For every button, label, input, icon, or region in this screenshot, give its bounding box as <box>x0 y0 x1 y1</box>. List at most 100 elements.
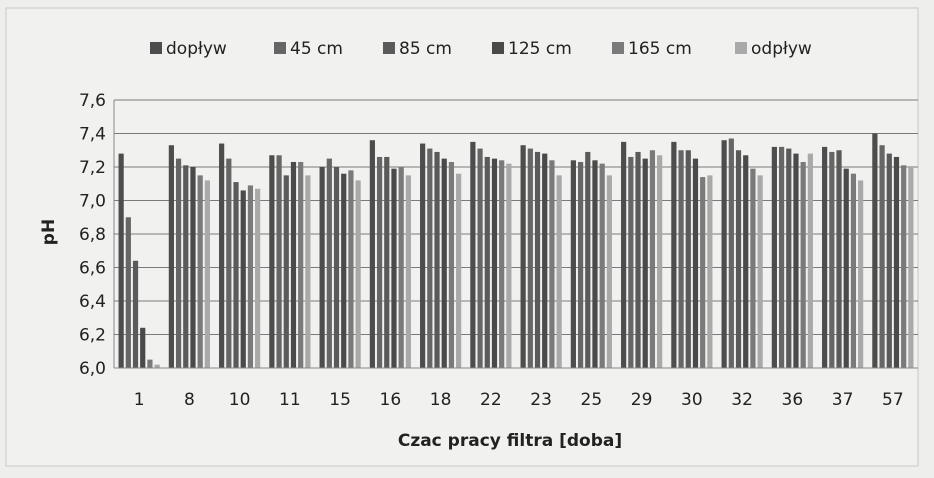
bar <box>778 146 785 368</box>
bar <box>692 158 699 368</box>
x-tick-label: 10 <box>229 390 251 410</box>
bar <box>850 173 857 368</box>
x-tick-label: 30 <box>681 390 703 410</box>
bar <box>470 141 476 368</box>
bar <box>678 150 684 368</box>
bar <box>707 175 713 368</box>
bar <box>391 168 397 368</box>
bar <box>491 158 498 368</box>
legend-label: 85 cm <box>399 39 452 59</box>
y-tick-label: 6,4 <box>79 292 106 312</box>
x-tick-label: 36 <box>782 390 804 410</box>
y-axis-title: pH <box>39 219 59 245</box>
bar <box>836 150 842 368</box>
bar <box>908 167 914 368</box>
bar <box>125 217 131 368</box>
bar <box>305 175 311 368</box>
x-axis-title: Czac pracy filtra [doba] <box>398 431 622 451</box>
x-tick-label: 32 <box>731 390 753 410</box>
bar <box>728 138 734 368</box>
legend-swatch <box>150 42 162 54</box>
bar <box>585 151 591 368</box>
bar <box>735 150 742 368</box>
legend-swatch <box>274 42 286 54</box>
bar <box>434 151 440 368</box>
bar <box>750 168 756 368</box>
bar <box>520 145 526 368</box>
bar <box>499 160 505 368</box>
bar <box>599 163 605 368</box>
bar <box>398 167 404 368</box>
bar <box>376 156 383 368</box>
bar <box>886 153 892 368</box>
bar <box>592 160 598 368</box>
x-tick-label: 23 <box>530 390 552 410</box>
bars <box>118 133 914 368</box>
x-tick-label: 16 <box>380 390 402 410</box>
bar <box>477 148 483 368</box>
y-tick-label: 6,8 <box>79 225 106 245</box>
bar <box>420 143 426 368</box>
x-tick-label: 37 <box>832 390 854 410</box>
x-tick-label: 8 <box>184 390 195 410</box>
bar <box>326 158 332 368</box>
y-tick-label: 7,0 <box>79 192 106 212</box>
x-tick-label: 22 <box>480 390 502 410</box>
bar <box>771 146 777 368</box>
bar <box>240 190 246 368</box>
y-tick-label: 6,2 <box>79 326 106 346</box>
bar <box>793 153 799 368</box>
bar <box>556 175 562 368</box>
bar <box>657 155 663 368</box>
y-tick-label: 6,0 <box>79 359 106 379</box>
bar <box>333 167 340 368</box>
bar <box>348 170 354 368</box>
y-axis: 6,0 6,2 6,4 6,6 6,8 7,0 7,2 7,4 7,6 <box>79 91 115 379</box>
bar <box>872 133 878 368</box>
bar <box>341 173 347 368</box>
bar <box>233 182 239 368</box>
bar <box>140 327 146 368</box>
bar <box>427 148 433 368</box>
bar <box>247 185 254 368</box>
bar <box>226 158 232 368</box>
bar <box>901 165 907 368</box>
bar <box>405 175 411 368</box>
x-tick-label: 15 <box>329 390 351 410</box>
x-tick-label: 11 <box>279 390 301 410</box>
y-tick-label: 7,6 <box>79 91 106 111</box>
legend-swatch <box>735 42 747 54</box>
bar <box>175 158 182 368</box>
bar <box>577 161 584 368</box>
bar <box>649 150 656 368</box>
bar <box>628 156 634 368</box>
x-tick-label: 1 <box>134 390 145 410</box>
bar <box>183 165 189 368</box>
bar <box>721 140 727 368</box>
legend-label: odpływ <box>751 39 812 59</box>
x-tick-label: 29 <box>631 390 653 410</box>
bar <box>204 180 210 368</box>
bar <box>700 177 706 368</box>
bar <box>276 155 282 368</box>
bar <box>843 168 849 368</box>
bar <box>441 158 447 368</box>
bar <box>456 173 462 368</box>
bar <box>298 161 304 368</box>
legend-label: 45 cm <box>290 39 343 59</box>
legend-swatch <box>383 42 395 54</box>
bar <box>800 161 806 368</box>
bar <box>685 150 691 368</box>
bar <box>168 145 174 368</box>
bar <box>858 180 864 368</box>
bar <box>448 161 455 368</box>
x-tick-label: 25 <box>581 390 603 410</box>
bar <box>219 143 225 368</box>
bar <box>671 141 677 368</box>
bar <box>506 163 512 368</box>
bar <box>319 167 325 368</box>
bar <box>570 160 576 368</box>
bar <box>197 175 203 368</box>
